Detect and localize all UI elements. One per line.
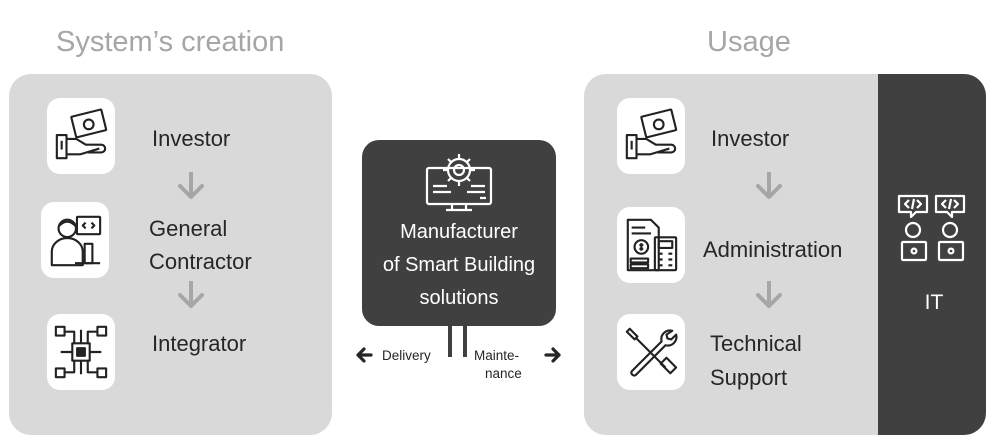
it-panel xyxy=(878,74,986,435)
usage-investor-label: Investor xyxy=(711,126,790,151)
creation-heading: System’s creation xyxy=(56,26,285,58)
manufacturer-label-3: solutions xyxy=(419,287,499,309)
support-label-2: Support xyxy=(710,365,788,390)
programmers-icon xyxy=(897,194,966,262)
circuit-chip-icon xyxy=(54,325,108,379)
delivery-label: Delivery xyxy=(382,348,431,363)
down-arrow-icon xyxy=(178,172,204,199)
creation-investor-label: Investor xyxy=(152,126,231,151)
creation-integrator-icon-box xyxy=(47,314,115,390)
accounting-calculator-icon xyxy=(626,218,678,272)
maintenance-label-1: Mainte- xyxy=(474,348,520,363)
support-label-1: Technical xyxy=(710,331,802,356)
developer-computer-icon xyxy=(50,215,102,267)
manufacturer-label-1: Manufacturer xyxy=(400,221,518,243)
creation-investor-icon-box xyxy=(47,98,115,174)
down-arrow-icon xyxy=(756,172,782,199)
usage-heading: Usage xyxy=(707,26,791,58)
creation-contractor-label-2: Contractor xyxy=(149,249,252,274)
hand-money-icon xyxy=(55,108,108,160)
creation-contractor-label-1: General xyxy=(149,216,228,241)
manufacturer-box: Manufacturer of Smart Building solutions xyxy=(362,140,556,326)
maintenance-label-2: nance xyxy=(485,366,522,381)
usage-investor-icon-box xyxy=(617,98,685,174)
administration-label: Administration xyxy=(703,237,843,262)
computer-gear-icon xyxy=(425,154,493,212)
wrench-screwdriver-icon xyxy=(625,327,678,377)
usage-support-icon-box xyxy=(617,314,685,390)
creation-contractor-icon-box xyxy=(41,202,109,278)
connector-line xyxy=(463,326,467,357)
usage-administration-icon-box xyxy=(617,207,685,283)
creation-integrator-label: Integrator xyxy=(152,331,247,356)
right-arrow-icon xyxy=(544,347,561,363)
left-arrow-icon xyxy=(356,347,373,363)
down-arrow-icon xyxy=(178,281,204,308)
connector-line xyxy=(448,326,452,357)
manufacturer-label-2: of Smart Building xyxy=(382,254,536,276)
down-arrow-icon xyxy=(756,281,782,308)
hand-money-icon xyxy=(625,108,678,160)
it-label: IT xyxy=(924,291,944,314)
